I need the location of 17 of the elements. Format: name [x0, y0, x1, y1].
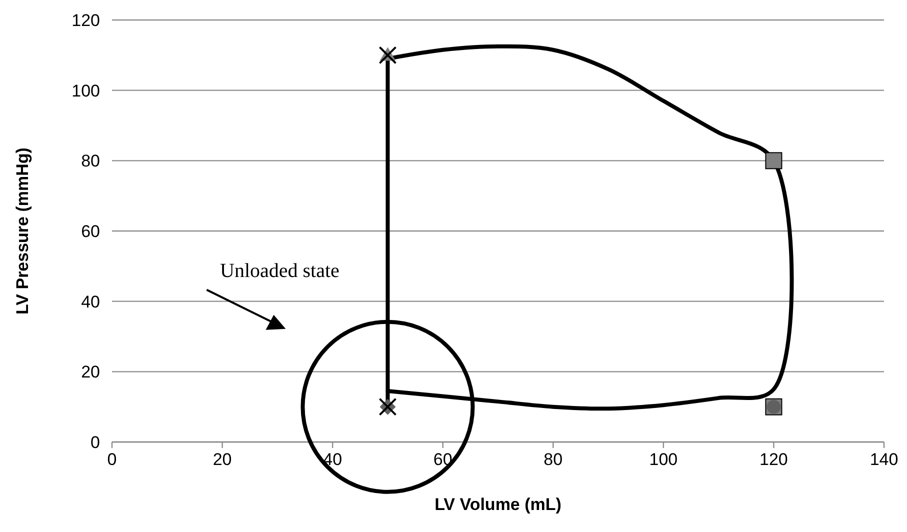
x-tick-label: 40 — [323, 450, 342, 469]
x-axis-title: LV Volume (mL) — [434, 495, 562, 514]
y-tick-label: 0 — [90, 433, 100, 452]
x-tick-label: 140 — [870, 450, 898, 469]
x-tick-label: 80 — [544, 450, 563, 469]
y-axis-title: LV Pressure (mmHg) — [13, 148, 32, 314]
y-tick-label: 40 — [81, 292, 100, 312]
y-tick-label: 80 — [81, 152, 100, 171]
y-tick-label: 60 — [81, 222, 100, 241]
x-tick-label: 0 — [107, 450, 117, 469]
x-tick-label: 100 — [649, 450, 678, 469]
annotation: Unloaded state — [220, 260, 340, 282]
y-tick-label: 120 — [72, 11, 100, 30]
y-tick-label: 100 — [72, 81, 100, 100]
x-tick-label: 120 — [760, 450, 788, 469]
x-tick-label: 20 — [212, 450, 232, 469]
y-tick-label: 20 — [81, 362, 100, 382]
